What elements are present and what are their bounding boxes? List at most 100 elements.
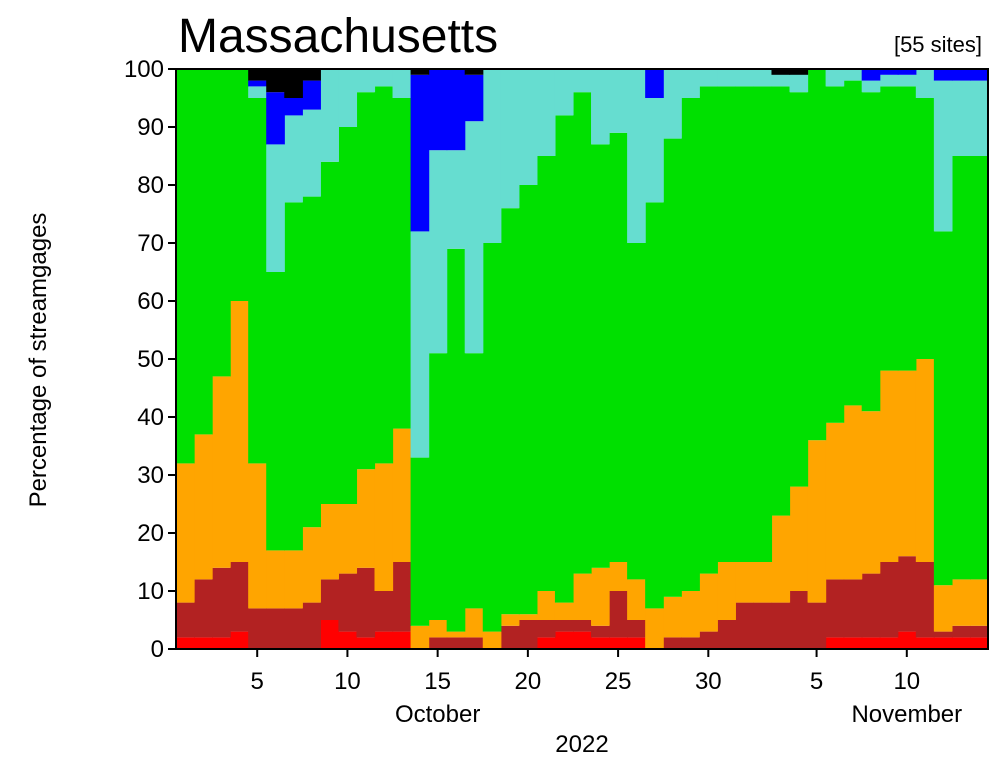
band-4-segment — [302, 109, 321, 197]
band-1-segment — [699, 631, 718, 649]
band-1-segment — [951, 625, 971, 638]
band-4-segment — [518, 69, 538, 185]
band-4-segment — [500, 69, 520, 209]
band-4-segment — [320, 69, 339, 162]
band-3-segment — [807, 69, 827, 441]
x-tick-label: 15 — [424, 668, 451, 695]
band-3-segment — [681, 98, 700, 591]
y-tick-label: 10 — [137, 578, 164, 605]
band-1-segment — [500, 625, 520, 649]
y-tick-label: 90 — [137, 114, 164, 141]
band-3-segment — [302, 196, 321, 528]
band-2-segment — [482, 631, 502, 649]
band-4-segment — [843, 69, 863, 81]
band-4-segment — [969, 80, 989, 156]
band-3-segment — [627, 243, 646, 580]
x-tick-label: 5 — [810, 668, 823, 695]
band-2-segment — [536, 591, 556, 620]
band-1-segment — [627, 620, 646, 638]
x-axis: 5 10 15 20 25 30 5 10 October November — [251, 649, 962, 728]
band-3-segment — [266, 272, 285, 551]
band-2-segment — [879, 370, 899, 562]
band-3-segment — [789, 92, 809, 487]
band-3-segment — [248, 98, 267, 464]
band-5-segment — [969, 69, 989, 81]
x-tick-label: 10 — [893, 668, 920, 695]
band-1-segment — [609, 591, 628, 638]
band-5-segment — [446, 69, 466, 151]
band-0-segment — [536, 637, 556, 649]
band-1-segment — [302, 602, 321, 649]
band-3-segment — [284, 202, 303, 551]
band-0-segment — [554, 631, 574, 649]
band-2-segment — [464, 608, 484, 638]
band-3-segment — [176, 69, 195, 464]
x-tick-label: 20 — [515, 668, 542, 695]
band-1-segment — [663, 637, 682, 649]
band-3-segment — [536, 156, 556, 591]
band-3-segment — [933, 231, 953, 586]
band-0-segment — [915, 637, 935, 649]
band-1-segment — [572, 620, 592, 632]
month-label: November — [851, 701, 962, 728]
band-2-segment — [248, 463, 267, 609]
band-3-segment — [392, 98, 412, 429]
band-1-segment — [374, 591, 394, 632]
band-6-segment — [302, 69, 321, 81]
band-0-segment — [609, 637, 628, 649]
band-1-segment — [464, 637, 484, 649]
x-tick-label: 30 — [695, 668, 722, 695]
band-1-segment — [338, 573, 358, 632]
band-2-segment — [338, 504, 358, 574]
band-2-segment — [663, 596, 682, 638]
band-3-segment — [230, 69, 249, 301]
band-1-segment — [356, 567, 376, 638]
band-2-segment — [627, 579, 646, 620]
y-axis-label: Percentage of streamgages — [25, 213, 52, 508]
band-1-segment — [933, 631, 953, 638]
band-2-segment — [500, 614, 520, 626]
band-2-segment — [266, 550, 285, 609]
band-4-segment — [356, 69, 376, 93]
band-1-segment — [915, 562, 935, 638]
plot-area — [176, 69, 989, 649]
band-3-segment — [717, 86, 736, 563]
band-4-segment — [464, 121, 484, 354]
band-0-segment — [825, 637, 845, 649]
band-3-segment — [320, 161, 339, 505]
band-4-segment — [482, 69, 502, 243]
band-2-segment — [843, 405, 863, 580]
band-4-segment — [915, 69, 935, 98]
band-3-segment — [374, 86, 394, 464]
band-2-segment — [609, 562, 628, 591]
band-3-segment — [428, 353, 448, 620]
band-4-segment — [284, 115, 303, 203]
band-3-segment — [951, 156, 971, 580]
band-5-segment — [428, 69, 448, 151]
band-5-segment — [951, 69, 971, 81]
band-3-segment — [338, 127, 358, 504]
band-3-segment — [591, 144, 610, 568]
x-tick-label: 10 — [334, 668, 361, 695]
band-1-segment — [194, 579, 213, 638]
band-3-segment — [194, 69, 213, 435]
band-2-segment — [446, 631, 466, 638]
band-3-segment — [356, 92, 376, 470]
band-1-segment — [969, 625, 989, 638]
band-5-segment — [410, 74, 430, 232]
band-3-segment — [464, 353, 484, 609]
band-4-segment — [410, 231, 430, 458]
band-5-segment — [464, 74, 484, 122]
band-3-segment — [699, 86, 718, 574]
band-0-segment — [879, 637, 899, 649]
band-4-segment — [735, 69, 755, 87]
band-3-segment — [482, 243, 502, 632]
band-4-segment — [266, 144, 285, 272]
band-4-segment — [374, 69, 394, 87]
band-2-segment — [410, 625, 430, 649]
band-2-segment — [374, 463, 394, 591]
band-6-segment — [248, 69, 267, 81]
band-3-segment — [554, 115, 574, 603]
band-1-segment — [392, 562, 412, 632]
